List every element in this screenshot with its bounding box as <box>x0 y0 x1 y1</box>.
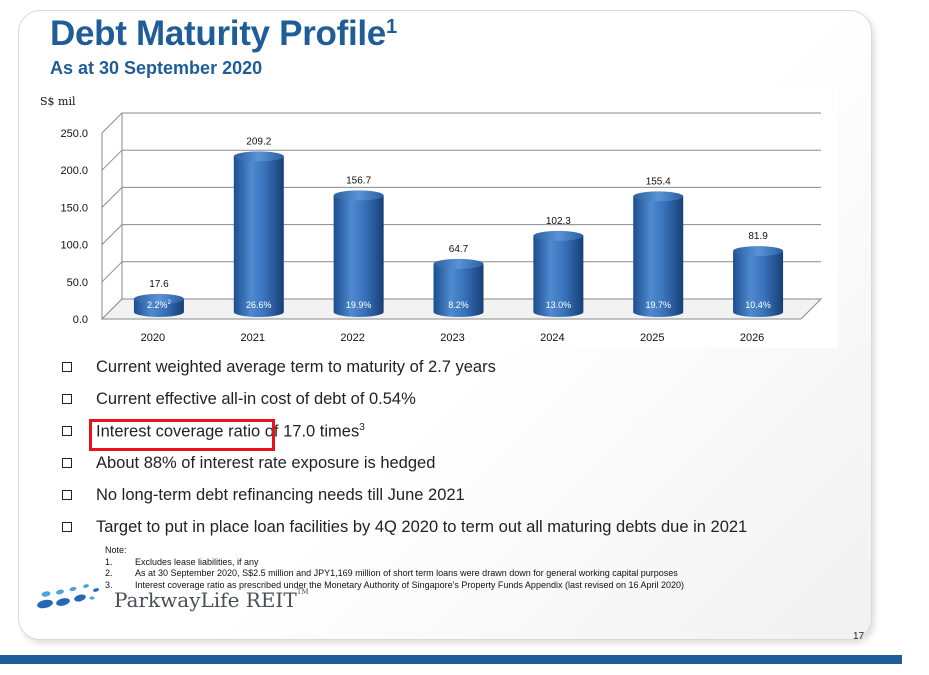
percent-footnote-marker: 2 <box>168 300 172 306</box>
bullet-text: About 88% of interest rate exposure is h… <box>96 454 436 472</box>
checkbox-bullet-icon <box>62 490 72 500</box>
interest-coverage-highlight-box <box>89 419 275 451</box>
checkbox-bullet-icon <box>62 394 72 404</box>
footnotes: Note: 1. Excludes lease liabilities, if a… <box>105 545 684 591</box>
bar-value-label: 17.6 <box>149 279 169 290</box>
bar-top <box>633 191 684 202</box>
bar-percent-label: 13.0% <box>546 300 572 310</box>
bar-body <box>533 235 584 317</box>
bar-top <box>533 230 584 241</box>
bar-percent-label: 10.4% <box>745 300 771 310</box>
gridline-depth <box>101 187 123 208</box>
x-tick-label: 2023 <box>440 332 464 344</box>
y-tick-label: 50.0 <box>67 277 88 289</box>
bar-value-label: 209.2 <box>246 136 271 147</box>
notes-heading: Note: <box>105 545 127 555</box>
y-axis-label: S$ mil <box>40 95 76 108</box>
parkwaylife-logo: ParkwayLife REITTM <box>36 578 309 618</box>
checkbox-bullet-icon <box>62 362 72 372</box>
gridline-depth <box>101 261 123 283</box>
y-tick-label: 100.0 <box>60 240 88 252</box>
bar-percent-label: 26.6% <box>246 300 272 310</box>
bar-body <box>733 251 784 317</box>
logo-dots-icon <box>37 584 99 609</box>
chart-svg: S$ mil 0.0 50.0 100.0 150.0 200.0 250.0 17.6 2.2… <box>40 95 823 344</box>
checkbox-bullet-icon <box>62 522 72 532</box>
bullet-text: Current weighted average term to maturit… <box>96 358 496 376</box>
y-tick-label: 150.0 <box>60 202 88 214</box>
x-tick-label: 2026 <box>740 332 764 344</box>
bar-value-label: 64.7 <box>449 244 469 255</box>
bar-percent-label: 2.2%2 <box>147 300 172 310</box>
y-tick-label: 250.0 <box>60 128 88 140</box>
bar-percent-label: 19.7% <box>645 300 671 310</box>
x-tick-label: 2022 <box>340 332 364 344</box>
footnote-item: 1. Excludes lease liabilities, if any <box>105 556 259 567</box>
bar-top <box>133 293 184 304</box>
slide-title: Debt Maturity Profile1 <box>50 14 397 53</box>
x-tick-label: 2021 <box>241 332 265 344</box>
bullet-text: Current effective all-in cost of debt of… <box>96 390 416 408</box>
checkbox-bullet-icon <box>62 458 72 468</box>
bullet-text: Interest coverage ratio of 17.0 times3 <box>96 422 365 441</box>
footer-bar <box>0 655 902 664</box>
bullet-text: No long-term debt refinancing needs till… <box>96 486 465 504</box>
page-number: 17 <box>853 631 865 642</box>
gridline-depth <box>101 224 123 245</box>
checkbox-bullet-icon <box>62 426 72 436</box>
bar-body <box>633 196 684 317</box>
bar-body <box>433 263 484 317</box>
bar-top <box>333 190 384 201</box>
x-tick-label: 2020 <box>141 332 165 344</box>
footnote-marker: 3 <box>359 422 365 433</box>
bar-top <box>233 151 284 162</box>
bar-body <box>233 156 284 317</box>
bar-percent-label: 8.2% <box>448 300 469 310</box>
y-tick-label: 200.0 <box>60 165 88 177</box>
footnote-item: 2. As at 30 September 2020, S$2.5 million… <box>105 568 678 578</box>
x-tick-label: 2024 <box>540 332 564 344</box>
footnote-item: 3. Interest coverage ratio as prescribed … <box>105 579 685 590</box>
bar-body <box>133 298 184 317</box>
x-tick-label: 2025 <box>640 332 664 344</box>
bar-body <box>333 195 384 317</box>
title-footnote-marker: 1 <box>385 16 397 38</box>
logo-wordmark: ParkwayLife REITTM <box>114 588 309 612</box>
debt-maturity-chart: S$ mil 0.0 50.0 100.0 150.0 200.0 250.0 17.6 2.2… <box>36 86 838 348</box>
bar-value-label: 81.9 <box>748 231 768 242</box>
bar-value-label: 156.7 <box>346 175 371 186</box>
y-tick-label: 0.0 <box>73 314 88 326</box>
gridline-depth <box>101 149 123 171</box>
bar-percent-label: 19.9% <box>346 300 372 310</box>
bar-top <box>733 246 784 257</box>
bar-value-label: 102.3 <box>546 216 571 227</box>
bar-value-label: 155.4 <box>646 176 671 187</box>
gridline-depth <box>101 112 123 134</box>
slide-subtitle: As at 30 September 2020 <box>50 58 263 78</box>
bullet-text: Target to put in place loan facilities b… <box>96 518 748 536</box>
bar-top <box>433 258 484 269</box>
